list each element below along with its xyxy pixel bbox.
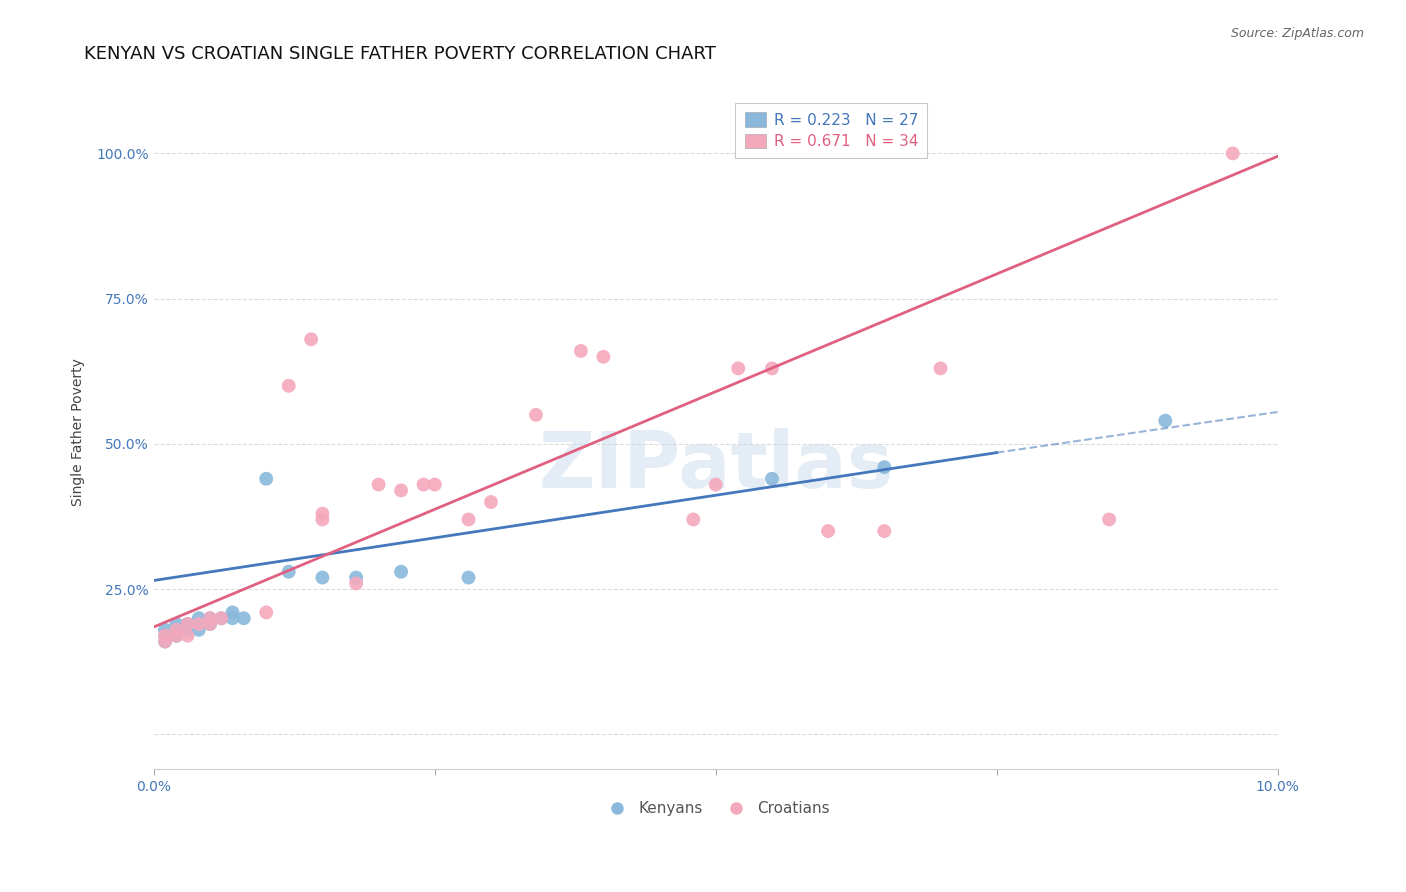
Point	[367, 477, 389, 491]
Point	[761, 472, 783, 486]
Point	[176, 623, 198, 637]
Point	[198, 617, 221, 632]
Point	[457, 512, 479, 526]
Point	[254, 472, 277, 486]
Y-axis label: Single Father Poverty: Single Father Poverty	[72, 359, 86, 507]
Point	[187, 611, 209, 625]
Point	[423, 477, 446, 491]
Point	[479, 495, 502, 509]
Point	[198, 611, 221, 625]
Point	[299, 332, 322, 346]
Point	[165, 629, 187, 643]
Point	[187, 623, 209, 637]
Point	[761, 361, 783, 376]
Point	[1098, 512, 1121, 526]
Point	[704, 477, 727, 491]
Point	[873, 460, 896, 475]
Point	[165, 623, 187, 637]
Point	[389, 565, 412, 579]
Point	[153, 629, 176, 643]
Point	[311, 512, 333, 526]
Point	[221, 611, 243, 625]
Point	[187, 617, 209, 632]
Text: ZIPatlas: ZIPatlas	[538, 428, 893, 504]
Point	[457, 570, 479, 584]
Point	[344, 570, 367, 584]
Point	[1154, 414, 1177, 428]
Point	[277, 379, 299, 393]
Point	[165, 617, 187, 632]
Point	[412, 477, 434, 491]
Point	[153, 634, 176, 648]
Point	[165, 623, 187, 637]
Point	[209, 611, 232, 625]
Point	[817, 524, 839, 538]
Point	[176, 617, 198, 632]
Point	[929, 361, 952, 376]
Point	[209, 611, 232, 625]
Point	[198, 617, 221, 632]
Point	[727, 361, 749, 376]
Point	[153, 623, 176, 637]
Point	[232, 611, 254, 625]
Point	[682, 512, 704, 526]
Point	[592, 350, 614, 364]
Point	[176, 617, 198, 632]
Text: Source: ZipAtlas.com: Source: ZipAtlas.com	[1230, 27, 1364, 40]
Point	[153, 629, 176, 643]
Point	[311, 507, 333, 521]
Point	[311, 570, 333, 584]
Point	[389, 483, 412, 498]
Point	[165, 629, 187, 643]
Point	[344, 576, 367, 591]
Point	[221, 606, 243, 620]
Point	[1222, 146, 1244, 161]
Point	[198, 611, 221, 625]
Point	[524, 408, 547, 422]
Point	[277, 565, 299, 579]
Text: KENYAN VS CROATIAN SINGLE FATHER POVERTY CORRELATION CHART: KENYAN VS CROATIAN SINGLE FATHER POVERTY…	[84, 45, 716, 62]
Point	[873, 524, 896, 538]
Point	[153, 634, 176, 648]
Point	[569, 343, 592, 358]
Point	[165, 629, 187, 643]
Legend: Kenyans, Croatians: Kenyans, Croatians	[595, 795, 837, 822]
Point	[254, 606, 277, 620]
Point	[176, 617, 198, 632]
Point	[176, 629, 198, 643]
